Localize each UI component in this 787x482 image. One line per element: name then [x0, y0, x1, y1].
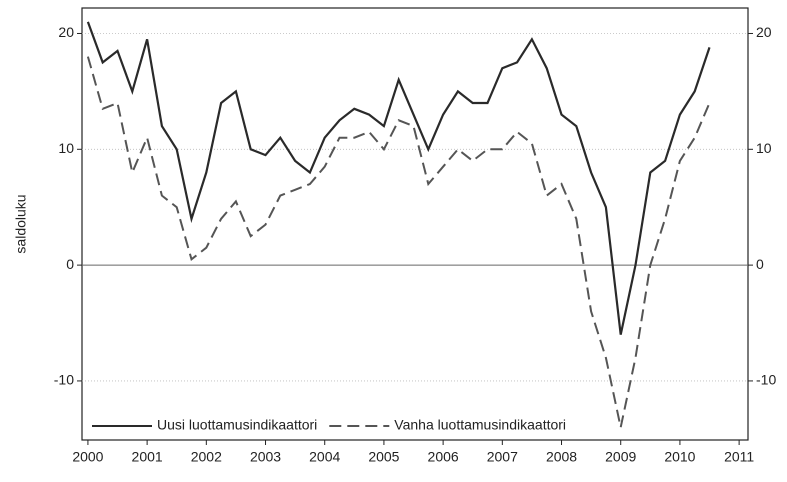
x-tick-label: 2005: [368, 449, 399, 465]
series-line: [86, 21, 711, 335]
x-tick-label: 2004: [309, 449, 340, 465]
y2-tick-label: 0: [756, 256, 764, 272]
x-tick-label: 2007: [487, 449, 518, 465]
plot-frame: [81, 7, 749, 441]
x-tick-label: 2006: [428, 449, 459, 465]
x-tick-label: 2001: [132, 449, 163, 465]
y2-tick-label: 10: [756, 140, 772, 156]
x-tick-label: 2008: [546, 449, 577, 465]
x-tick-label: 2011: [724, 449, 754, 465]
x-tick-label: 2002: [191, 449, 222, 465]
legend-label: Vanha luottamusindikaattori: [394, 417, 566, 433]
x-tick-label: 2003: [250, 449, 281, 465]
y-tick-label: 0: [66, 256, 74, 272]
x-tick-label: 2010: [664, 449, 695, 465]
y-tick-label: 20: [58, 24, 74, 40]
y-tick-label: -10: [54, 372, 74, 388]
y-tick-label: 10: [58, 140, 74, 156]
legend-label: Uusi luottamusindikaattori: [157, 417, 317, 433]
y-axis-label: saldoluku: [13, 194, 29, 253]
y2-tick-label: -10: [756, 372, 776, 388]
x-tick-label: 2009: [605, 449, 636, 465]
x-tick-label: 2000: [72, 449, 103, 465]
y2-tick-label: 20: [756, 24, 772, 40]
series-line: [86, 56, 711, 428]
